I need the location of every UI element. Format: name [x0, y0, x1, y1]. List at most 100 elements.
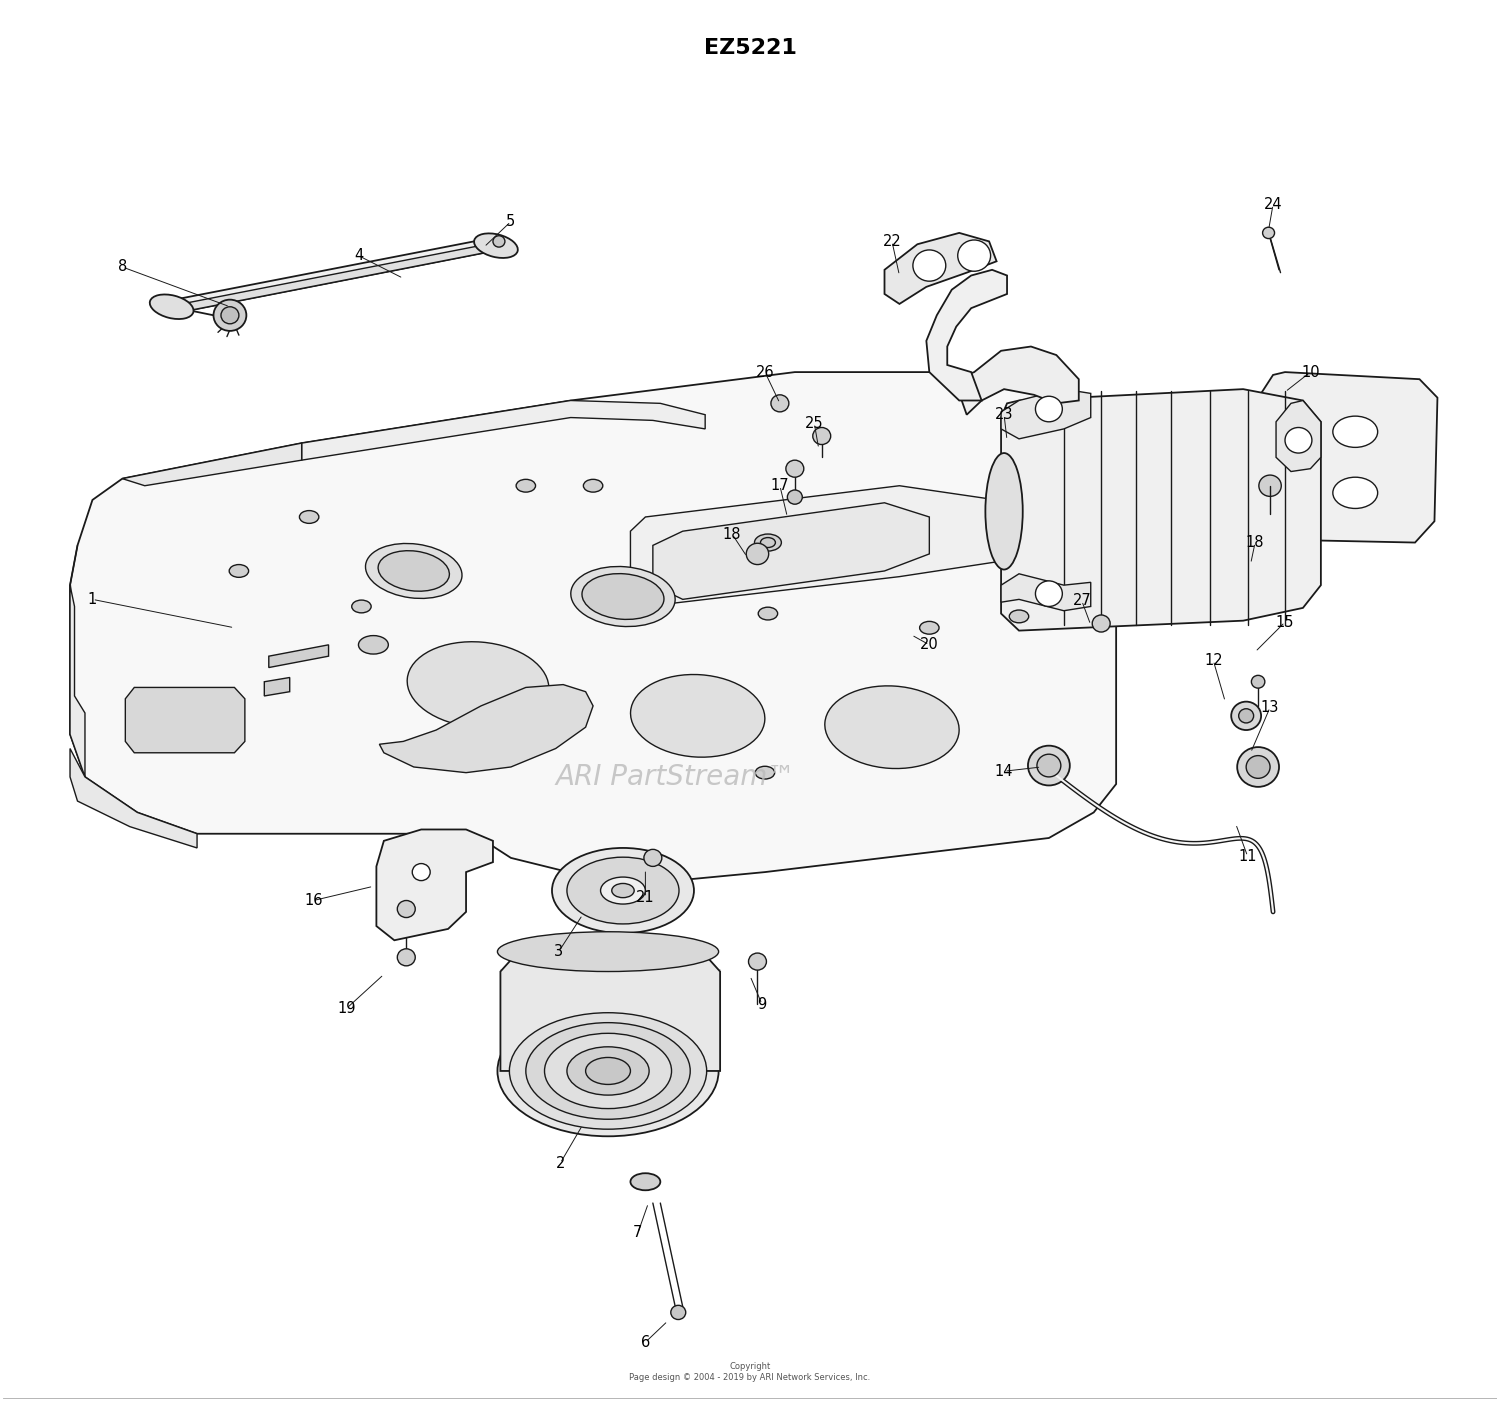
Polygon shape: [501, 951, 720, 1071]
Ellipse shape: [358, 636, 388, 655]
Polygon shape: [958, 347, 1078, 415]
Polygon shape: [1262, 372, 1437, 542]
Polygon shape: [927, 270, 1007, 401]
Ellipse shape: [378, 550, 450, 592]
Ellipse shape: [771, 395, 789, 412]
Ellipse shape: [582, 573, 664, 619]
Ellipse shape: [498, 1005, 718, 1137]
Ellipse shape: [494, 235, 506, 247]
Ellipse shape: [1035, 396, 1062, 422]
Text: 18: 18: [1246, 535, 1264, 550]
Ellipse shape: [552, 848, 694, 933]
Polygon shape: [652, 503, 930, 599]
Polygon shape: [123, 443, 302, 486]
Polygon shape: [380, 684, 592, 773]
Ellipse shape: [754, 766, 774, 779]
Text: 23: 23: [994, 408, 1014, 422]
Text: 18: 18: [723, 526, 741, 542]
Ellipse shape: [747, 543, 768, 565]
Polygon shape: [70, 585, 86, 777]
Ellipse shape: [748, 953, 766, 970]
Ellipse shape: [986, 453, 1023, 569]
Ellipse shape: [150, 295, 194, 319]
Text: 3: 3: [554, 944, 564, 960]
Ellipse shape: [567, 857, 680, 924]
Polygon shape: [126, 687, 244, 753]
Text: 25: 25: [806, 416, 824, 431]
Polygon shape: [1000, 389, 1322, 630]
Ellipse shape: [1036, 754, 1060, 777]
Ellipse shape: [398, 948, 416, 965]
Text: 22: 22: [882, 234, 902, 250]
Ellipse shape: [1251, 676, 1264, 689]
Text: 11: 11: [1239, 848, 1257, 864]
Ellipse shape: [630, 1174, 660, 1191]
Polygon shape: [376, 830, 494, 940]
Polygon shape: [1000, 573, 1090, 610]
Ellipse shape: [398, 900, 416, 917]
Ellipse shape: [754, 533, 782, 550]
Ellipse shape: [630, 674, 765, 757]
Text: 13: 13: [1262, 700, 1280, 714]
Ellipse shape: [516, 479, 536, 492]
Ellipse shape: [510, 1012, 706, 1129]
Text: 9: 9: [758, 997, 766, 1011]
Polygon shape: [166, 238, 500, 312]
Ellipse shape: [572, 566, 675, 626]
Ellipse shape: [758, 607, 777, 620]
Polygon shape: [70, 372, 1116, 881]
Polygon shape: [166, 244, 500, 312]
Text: 20: 20: [920, 637, 939, 652]
Ellipse shape: [1040, 766, 1059, 779]
Text: EZ5221: EZ5221: [704, 39, 797, 58]
Ellipse shape: [351, 600, 370, 613]
Text: ARI PartStream™: ARI PartStream™: [555, 763, 795, 791]
Polygon shape: [630, 486, 1022, 606]
Polygon shape: [885, 232, 996, 304]
Text: Copyright
Page design © 2004 - 2019 by ARI Network Services, Inc.: Copyright Page design © 2004 - 2019 by A…: [630, 1362, 870, 1382]
Ellipse shape: [526, 1022, 690, 1119]
Ellipse shape: [1238, 747, 1280, 787]
Text: 6: 6: [640, 1335, 650, 1350]
Ellipse shape: [1028, 746, 1069, 786]
Polygon shape: [268, 645, 328, 667]
Ellipse shape: [300, 511, 320, 523]
Text: 8: 8: [117, 260, 128, 274]
Ellipse shape: [1334, 416, 1377, 448]
Ellipse shape: [474, 234, 518, 258]
Ellipse shape: [1286, 428, 1312, 453]
Ellipse shape: [1263, 227, 1275, 238]
Polygon shape: [302, 401, 705, 461]
Text: 24: 24: [1263, 197, 1282, 212]
Ellipse shape: [220, 307, 238, 324]
Text: 21: 21: [636, 890, 654, 906]
Ellipse shape: [585, 1058, 630, 1084]
Text: 27: 27: [1072, 593, 1090, 609]
Ellipse shape: [1010, 610, 1029, 623]
Ellipse shape: [813, 428, 831, 445]
Ellipse shape: [920, 622, 939, 635]
Ellipse shape: [957, 240, 990, 271]
Ellipse shape: [406, 642, 549, 727]
Ellipse shape: [644, 850, 662, 867]
Polygon shape: [264, 677, 290, 696]
Ellipse shape: [825, 686, 958, 769]
Text: 17: 17: [771, 478, 789, 493]
Ellipse shape: [1246, 756, 1270, 779]
Text: 4: 4: [354, 248, 363, 264]
Text: 15: 15: [1276, 615, 1294, 630]
Ellipse shape: [1334, 478, 1377, 509]
Ellipse shape: [914, 250, 946, 281]
Text: 7: 7: [633, 1225, 642, 1241]
Ellipse shape: [786, 461, 804, 478]
Ellipse shape: [788, 491, 802, 505]
Ellipse shape: [366, 543, 462, 599]
Ellipse shape: [670, 1305, 686, 1319]
Text: 26: 26: [756, 365, 774, 379]
Polygon shape: [1276, 401, 1322, 472]
Text: 14: 14: [994, 764, 1014, 779]
Ellipse shape: [600, 877, 645, 904]
Ellipse shape: [612, 884, 634, 897]
Ellipse shape: [498, 931, 718, 971]
Text: 19: 19: [338, 1001, 356, 1015]
